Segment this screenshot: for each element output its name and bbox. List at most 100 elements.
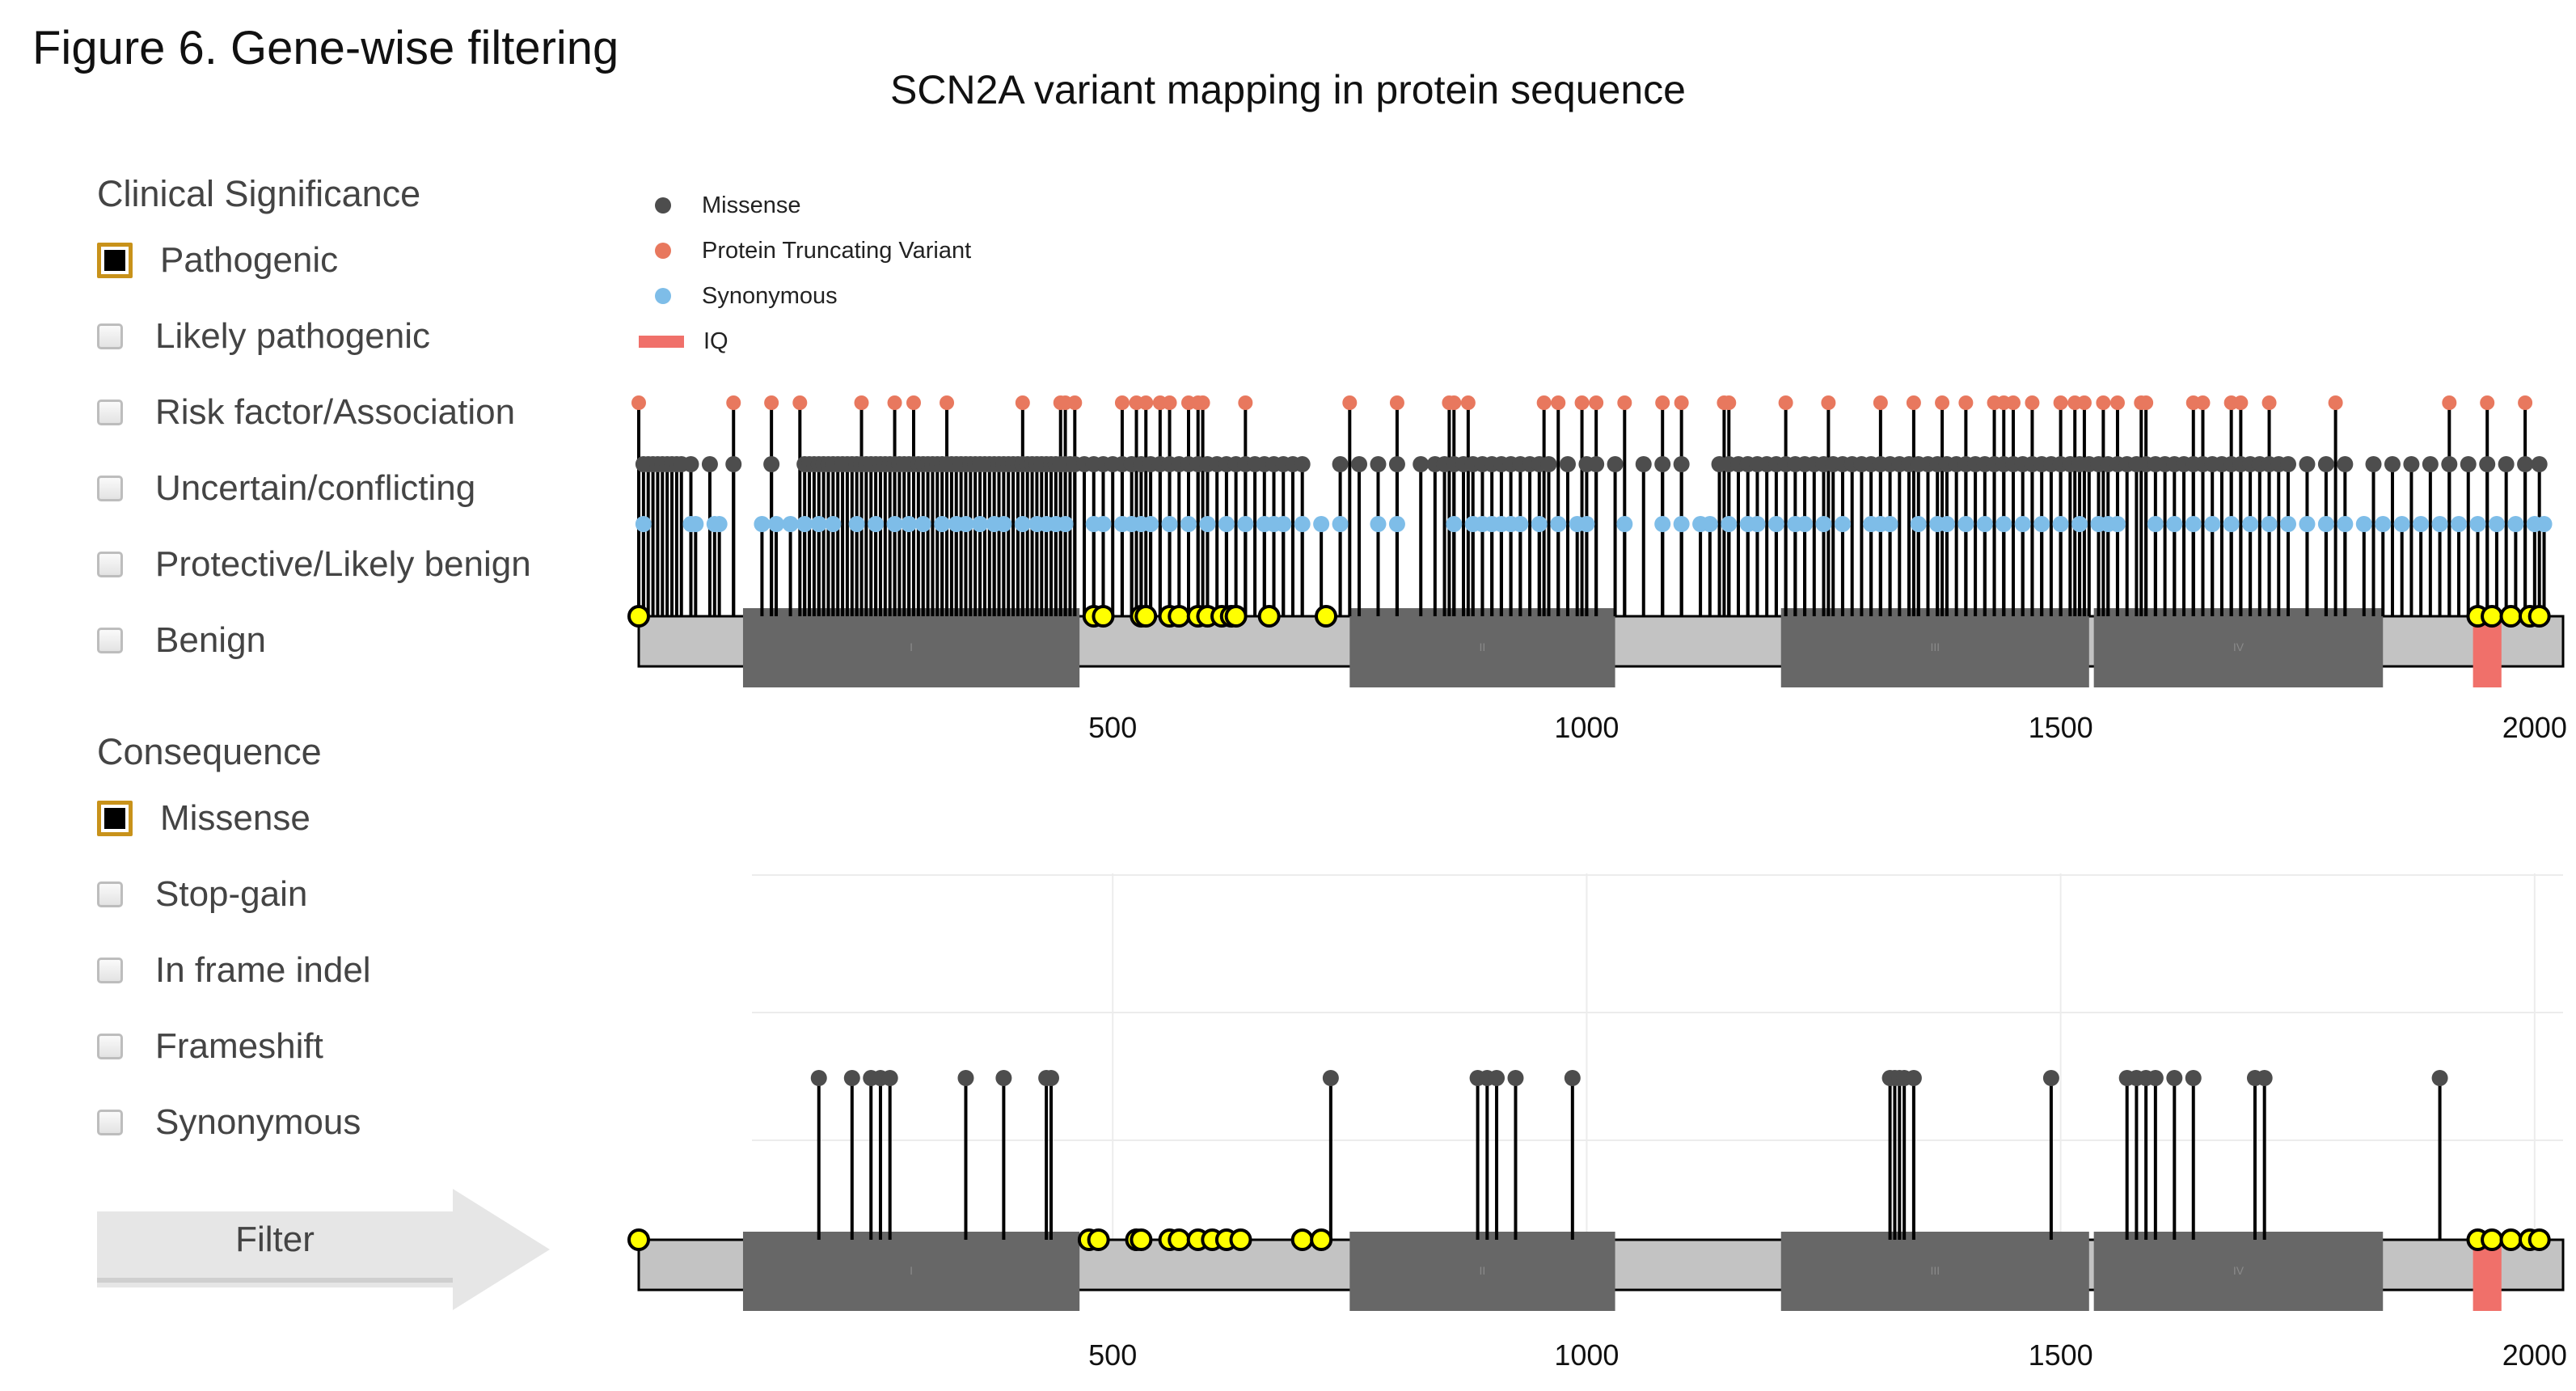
lollipop-head [1654, 516, 1671, 532]
option-label: Stop-gain [155, 874, 308, 914]
lollipop-head [1114, 395, 1130, 410]
lollipop-head [2139, 395, 2154, 410]
filter-button[interactable] [97, 1189, 558, 1310]
checkbox-benign[interactable] [97, 628, 123, 653]
lollipop-head [2014, 516, 2031, 532]
checkbox-risk-factor[interactable] [97, 400, 123, 425]
x-tick-label: 500 [1088, 1338, 1137, 1372]
pathogenic-marker [1290, 1228, 1314, 1251]
lollipop-head [1161, 516, 1178, 532]
option-label: Synonymous [155, 1102, 361, 1142]
x-tick-label: 1500 [2029, 711, 2093, 744]
lollipop-head [763, 456, 780, 472]
lollipop-head [1531, 516, 1548, 532]
lollipop-head [2507, 516, 2524, 532]
lollipop-head [687, 516, 704, 532]
lollipop-head [854, 395, 869, 410]
chart-title: SCN2A variant mapping in protein sequenc… [890, 67, 1686, 112]
consequence-panel: Consequence Missense Stop-gain In frame … [97, 724, 614, 1161]
lollipop-head [635, 516, 652, 532]
lollipop-head [1388, 516, 1405, 532]
lollipop-head [2355, 516, 2372, 532]
lollipop-head [2384, 456, 2401, 472]
lollipop-head [782, 516, 799, 532]
lollipop-head [1388, 456, 1405, 472]
checkbox-protective[interactable] [97, 552, 123, 577]
legend-marker-synonymous [655, 288, 671, 304]
lollipop-head [1237, 516, 1254, 532]
lollipop-head [2185, 1070, 2202, 1086]
lollipop-head [764, 395, 779, 410]
domain-box [1349, 608, 1615, 687]
option-likely-pathogenic[interactable]: Likely pathogenic [97, 298, 614, 374]
lollipop-head [1294, 456, 1311, 472]
lollipop-head [940, 395, 955, 410]
legend-label: IQ [703, 328, 728, 354]
lollipop-head [2261, 516, 2278, 532]
option-benign[interactable]: Benign [97, 602, 614, 679]
lollipop-head [2109, 395, 2125, 410]
option-protective[interactable]: Protective/Likely benign [97, 526, 614, 602]
option-frameshift[interactable]: Frameshift [97, 1008, 614, 1084]
lollipop-head [810, 1070, 827, 1086]
checkbox-synonymous[interactable] [97, 1110, 123, 1135]
pathogenic-marker [1168, 605, 1191, 628]
lollipop-head [1616, 516, 1633, 532]
lollipop-head [1906, 395, 1921, 410]
lollipop-head [1218, 516, 1235, 532]
lollipop-head [1014, 516, 1031, 532]
option-synonymous[interactable]: Synonymous [97, 1084, 614, 1161]
checkbox-missense[interactable] [97, 801, 133, 836]
option-label: In frame indel [155, 950, 371, 990]
lollipop-head [754, 516, 771, 532]
lollipop-head [1767, 516, 1784, 532]
domain-box [2093, 1232, 2384, 1311]
lollipop-head [1057, 516, 1074, 532]
lollipop-head [2076, 395, 2092, 410]
option-label: Frameshift [155, 1026, 323, 1066]
legend-label: Synonymous [702, 282, 838, 309]
lollipop-head [2498, 456, 2515, 472]
lollipop-head [2261, 395, 2277, 410]
lollipop-head [1834, 516, 1851, 532]
lollipop-head [1095, 516, 1112, 532]
checkbox-stop-gain[interactable] [97, 882, 123, 907]
lollipop-head [1873, 395, 1888, 410]
option-risk-factor[interactable]: Risk factor/Association [97, 374, 614, 450]
lollipop-head [2096, 395, 2111, 410]
checkbox-uncertain[interactable] [97, 476, 123, 501]
lollipop-head [2451, 516, 2468, 532]
option-missense[interactable]: Missense [97, 780, 614, 856]
filter-button-label[interactable]: Filter [235, 1220, 315, 1259]
lollipop-head [2033, 516, 2050, 532]
pathogenic-marker [627, 605, 650, 628]
option-in-frame-indel[interactable]: In frame indel [97, 932, 614, 1008]
checkbox-frameshift[interactable] [97, 1034, 123, 1059]
x-tick-label: 2000 [2502, 711, 2567, 744]
lollipop-head [725, 456, 742, 472]
lollipop-head [995, 1070, 1012, 1086]
pathogenic-marker [1092, 605, 1115, 628]
option-stop-gain[interactable]: Stop-gain [97, 856, 614, 932]
pathogenic-marker [1229, 1228, 1252, 1251]
option-uncertain[interactable]: Uncertain/conflicting [97, 450, 614, 526]
lollipop-head [1617, 395, 1632, 410]
filter-arrow-shadow [97, 1278, 453, 1283]
lollipop-head [2413, 516, 2430, 532]
lollipop-head [2337, 516, 2354, 532]
lollipop-head [1821, 395, 1836, 410]
checkbox-likely-pathogenic[interactable] [97, 323, 123, 349]
lollipop-head [1015, 395, 1030, 410]
lollipop-head [1540, 456, 1557, 472]
lollipop-head [2469, 516, 2486, 532]
pathogenic-marker [1134, 605, 1158, 628]
lollipop-head [2256, 1070, 2273, 1086]
lollipop-head [1162, 395, 1177, 410]
domain-box [742, 608, 1080, 687]
checkbox-pathogenic[interactable] [97, 243, 133, 278]
lollipop-head [1199, 516, 1216, 532]
option-pathogenic[interactable]: Pathogenic [97, 222, 614, 298]
lollipop-head [2185, 516, 2202, 532]
lollipop-head [1332, 456, 1349, 472]
checkbox-in-frame-indel[interactable] [97, 958, 123, 983]
